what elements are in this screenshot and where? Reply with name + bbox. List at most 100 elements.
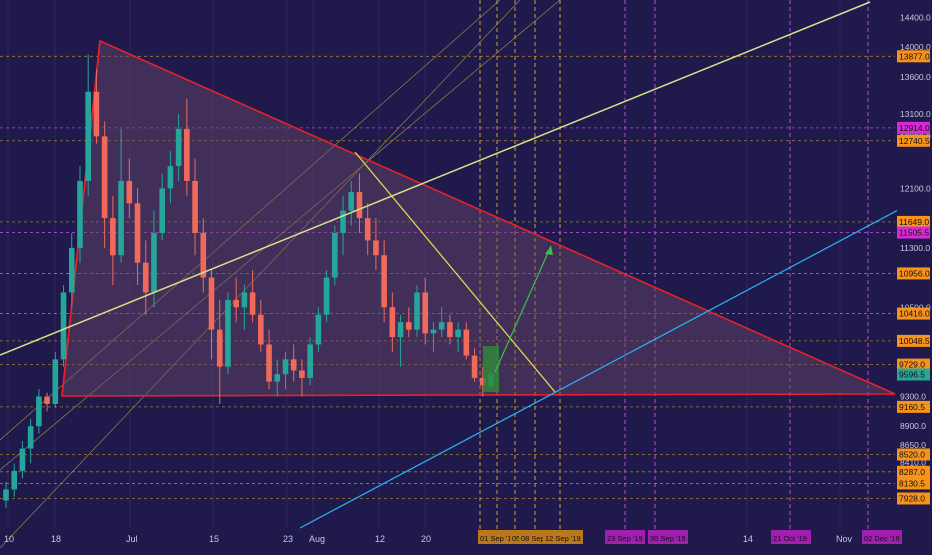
price-tick-label: 8900.0 (900, 421, 926, 431)
price-tick-label: 13100.0 (900, 109, 931, 119)
price-tick-label: 8650.0 (900, 440, 926, 450)
price-tick-label: 13600.0 (900, 72, 931, 82)
price-label-orange: 8520.0 (899, 449, 925, 459)
candle-body (315, 314, 322, 345)
price-label-magenta-bg (897, 226, 930, 239)
price-label-orange: 9729.0 (899, 360, 925, 370)
candle-body (36, 396, 42, 427)
date-label-magenta-bg (648, 530, 688, 544)
candle-body (249, 292, 256, 315)
candle-body (455, 329, 461, 338)
candle-body (151, 232, 157, 293)
price-label-orange-bg (897, 477, 930, 490)
candle-body (290, 359, 297, 371)
candle-body (479, 377, 486, 386)
candle-body (208, 277, 215, 330)
candle-body (332, 232, 338, 278)
time-tick-label: 15 (209, 534, 219, 544)
time-tick-label: Jul (126, 534, 138, 544)
candle-body (364, 218, 371, 241)
candle-body (422, 292, 429, 334)
fan-line (0, 0, 561, 471)
price-label-orange-bg (897, 134, 930, 147)
candle-body (225, 299, 231, 367)
price-label-orange: 9160.5 (899, 402, 925, 412)
candle-body (159, 188, 165, 233)
date-label-orange: 12 Sep '19 (545, 534, 581, 543)
date-label-magenta: 02 Dec '19 (864, 534, 900, 543)
price-label-orange-bg (897, 215, 930, 228)
date-label-magenta-bg (862, 530, 902, 544)
price-label-orange: 11649.0 (899, 217, 929, 227)
candle-body (438, 322, 445, 330)
candle-body (274, 374, 281, 382)
candle-body (381, 255, 387, 308)
date-label-magenta-bg (605, 530, 645, 544)
time-tick-label: 12 (375, 534, 385, 544)
price-tick-label: 12100.0 (900, 183, 931, 193)
candle-body (266, 344, 272, 382)
candle-body (60, 292, 67, 360)
price-label-orange-bg (897, 307, 930, 320)
price-axis[interactable]: 14400.014000.013600.013100.012800.012100… (897, 0, 932, 550)
candle-body (373, 240, 379, 256)
price-label-orange-bg (897, 50, 930, 63)
time-tick-label: 20 (421, 534, 431, 544)
candle-body (85, 91, 92, 181)
candle-body (307, 344, 313, 378)
short-downtrend-line (354, 151, 556, 393)
date-label-magenta: 21 Oct '19 (773, 534, 807, 543)
long-uptrend-line (0, 1, 871, 356)
candle-body (3, 489, 9, 501)
price-label-orange: 8287.0 (899, 467, 925, 477)
price-label-orange: 7928.0 (899, 493, 925, 503)
candle-body (348, 192, 355, 211)
candle-body (397, 322, 404, 338)
price-label-orange: 10956.0 (899, 268, 930, 278)
candle-body (463, 329, 470, 356)
candle-body (299, 370, 305, 378)
candle-body (68, 247, 75, 293)
candle-body (471, 355, 478, 378)
time-tick-label: Nov (836, 534, 853, 544)
price-tick-label: 14400.0 (900, 12, 931, 22)
fan-line (0, 0, 521, 549)
candle-body (389, 307, 396, 338)
projection-arrow-head (545, 246, 553, 255)
date-label-orange-bg (543, 530, 583, 544)
candle-body (52, 359, 59, 404)
candle-body (167, 166, 174, 189)
candle-body (447, 322, 453, 338)
date-label-magenta: 30 Sep '19 (650, 534, 686, 543)
candle-body (11, 470, 18, 490)
time-tick-label: Aug (309, 534, 325, 544)
support-trend-line (299, 191, 932, 529)
current-price-label-bg (897, 368, 930, 381)
candle-body (77, 180, 83, 248)
candle-body (258, 314, 264, 345)
price-label-orange: 10416.0 (899, 309, 930, 319)
candle-body (19, 448, 26, 471)
time-tick-label: 18 (51, 534, 61, 544)
date-label-orange: 08 Sep '19 (521, 534, 557, 543)
candle-body (184, 128, 190, 181)
date-label-magenta: 23 Sep '19 (607, 534, 643, 543)
date-label-orange-bg (478, 530, 518, 544)
candle-body (101, 136, 108, 219)
price-label-magenta: 12914.0 (899, 123, 930, 133)
fan-line (0, 0, 501, 441)
projection-arrow-line (494, 245, 552, 373)
price-label-magenta-bg (897, 121, 930, 134)
candle-body (44, 396, 50, 404)
candle-body (340, 210, 346, 233)
drawing-shapes (0, 0, 896, 549)
target-box (483, 346, 499, 392)
candle-body (233, 299, 239, 308)
price-tick-label: 9300.0 (900, 392, 926, 402)
grid-lines (0, 0, 895, 530)
candle-body (110, 218, 116, 256)
price-label-orange: 8130.5 (899, 478, 925, 488)
